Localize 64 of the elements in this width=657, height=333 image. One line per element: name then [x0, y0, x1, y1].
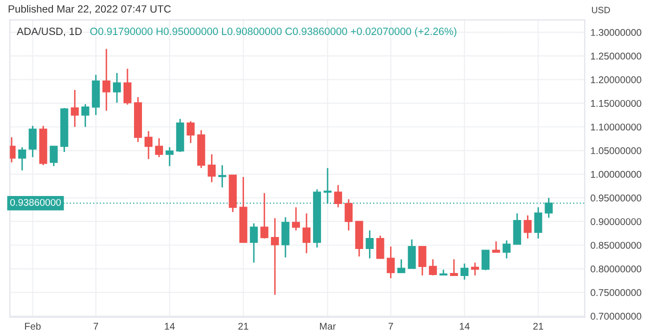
x-tick-label: 7: [94, 322, 98, 330]
candlestick: [460, 262, 468, 280]
y-tick-label: 1.05000000: [591, 147, 642, 154]
candlestick: [292, 206, 300, 232]
candlestick: [112, 72, 121, 104]
candlestick: [428, 258, 437, 276]
candlestick: [471, 262, 479, 276]
candlestick: [218, 164, 226, 188]
x-tick-label: 14: [460, 322, 470, 330]
candlestick: [408, 238, 416, 269]
candlestick: [123, 68, 132, 106]
candlestick: [250, 222, 258, 264]
y-tick-label: 1.10000000: [591, 124, 642, 130]
candlestick: [376, 234, 384, 260]
candlestick: [166, 146, 174, 167]
y-tick-label: 1.30000000: [591, 29, 642, 36]
ref-line-label: 0.93860000: [10, 198, 61, 206]
candlestick: [344, 198, 353, 232]
candlestick: [144, 130, 153, 160]
text: ADA/USD, 1D: [16, 27, 82, 36]
x-tick-label: Mar: [320, 322, 336, 330]
candlestick: [81, 103, 90, 128]
x-tick-label: Feb: [25, 322, 41, 330]
candlestick: [208, 154, 216, 183]
y-tick-label: 1.20000000: [591, 76, 642, 84]
candlestick: [450, 258, 458, 276]
candlestick: [28, 125, 37, 158]
candlestick: [302, 212, 310, 254]
candlestick: [155, 138, 164, 158]
candlestick: [397, 258, 406, 274]
candlestick: [482, 250, 490, 271]
candlestick: [502, 240, 511, 260]
candlestick: [18, 146, 26, 172]
candlestick: [492, 240, 500, 253]
candlestick: [334, 184, 342, 208]
x-tick-label: 14: [164, 322, 175, 330]
candlestick: [281, 216, 290, 258]
candlestick: [366, 230, 374, 260]
y-tick-label: 0.90000000: [590, 218, 642, 226]
y-tick-label: 0.80000000: [590, 266, 642, 272]
candlestick: [524, 214, 532, 240]
candlestick: [513, 212, 522, 245]
y-tick-label: 1.00000000: [591, 170, 642, 178]
text: O0.91790000 H0.95000000 L0.90800000 C0.93860000 +0.02070000 (+2.26%): [90, 27, 456, 38]
y-tick-label: 0.85000000: [590, 242, 642, 249]
candlestick: [534, 206, 542, 240]
candlestick: [186, 120, 195, 144]
y-tick-label: 0.70000000: [590, 312, 642, 320]
y-tick-label: 0.75000000: [590, 289, 642, 296]
candlestick: [418, 246, 426, 276]
x-tick-label: 21: [238, 322, 248, 330]
candlestick: [270, 217, 279, 296]
candlestick: [386, 246, 395, 279]
y-tick-label: 1.25000000: [591, 52, 642, 60]
x-tick-label: 21: [533, 322, 544, 330]
text: Published Mar 22, 2022 07:47 UTC: [8, 4, 171, 14]
y-axis-title: USD: [592, 6, 610, 14]
y-tick-label: 1.15000000: [591, 100, 642, 107]
y-tick-label: 0.95000000: [590, 194, 642, 202]
candlestick: [50, 146, 58, 167]
candlestick: [102, 48, 110, 112]
x-tick-label: 7: [388, 322, 393, 330]
candlestick: [260, 192, 268, 240]
candlestick: [70, 89, 79, 128]
